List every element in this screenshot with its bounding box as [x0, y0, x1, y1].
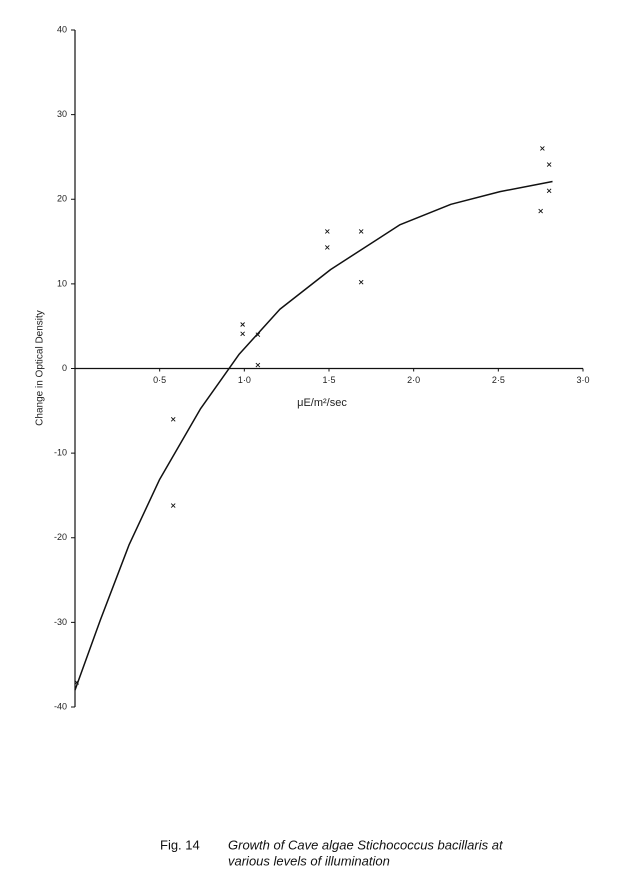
y-tick-label: 30 [57, 109, 67, 119]
x-tick-label: 2·0 [407, 375, 420, 385]
data-point [538, 208, 543, 214]
fit-curve [74, 180, 553, 691]
data-point [546, 162, 552, 167]
y-tick-label: -10 [54, 448, 67, 458]
y-tick-label: 40 [57, 24, 67, 34]
data-point [324, 245, 330, 250]
y-tick-label: -30 [54, 617, 67, 627]
data-point [546, 188, 552, 194]
data-point [358, 229, 364, 234]
data-point [240, 331, 245, 337]
data-point [170, 503, 176, 508]
y-tick-label: 20 [57, 194, 67, 204]
data-point [324, 229, 330, 234]
caption: various levels of illumination [228, 853, 390, 868]
data-point [240, 322, 245, 327]
data-point [170, 416, 176, 422]
caption: Growth of Cave algae Stichococcus bacill… [228, 837, 504, 852]
data-point [358, 279, 364, 285]
y-axis-label: Change in Optical Density [35, 310, 46, 426]
data-point [540, 146, 545, 151]
x-tick-label: 3·0 [576, 375, 589, 385]
x-tick-label: 0·5 [153, 375, 166, 385]
y-tick-label: 10 [57, 278, 67, 288]
x-axis-label: μE/m²/sec [297, 397, 347, 409]
x-tick-label: 1·0 [238, 375, 251, 385]
y-tick-label: 0 [62, 363, 67, 373]
data-point [255, 362, 261, 368]
y-tick-label: -20 [54, 532, 67, 542]
figure-label: Fig. 14 [160, 837, 200, 852]
x-tick-label: 2·5 [492, 375, 505, 385]
x-tick-label: 1·5 [322, 375, 335, 385]
y-tick-label: -40 [54, 701, 67, 711]
